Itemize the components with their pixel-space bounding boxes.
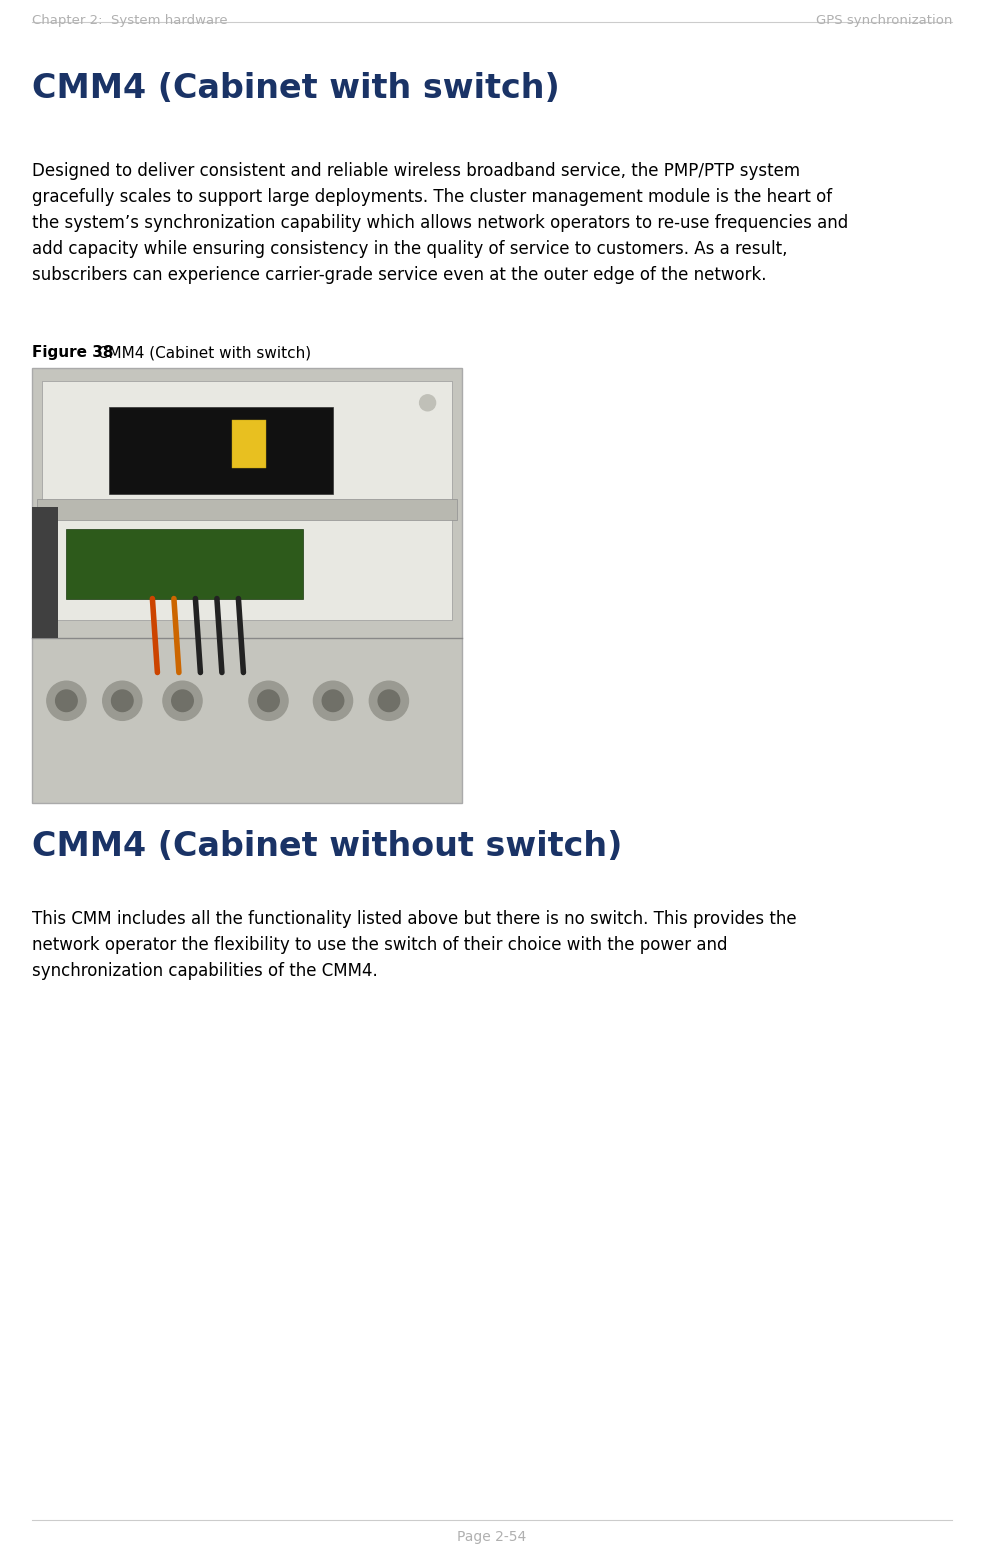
Text: gracefully scales to support large deployments. The cluster management module is: gracefully scales to support large deplo… <box>32 188 832 205</box>
Text: Figure 38: Figure 38 <box>32 345 113 361</box>
Circle shape <box>369 681 408 720</box>
Bar <box>66 529 303 599</box>
Text: subscribers can experience carrier-grade service even at the outer edge of the n: subscribers can experience carrier-grade… <box>32 266 767 285</box>
Bar <box>109 407 333 494</box>
Text: synchronization capabilities of the CMM4.: synchronization capabilities of the CMM4… <box>32 963 378 980</box>
Circle shape <box>322 690 343 712</box>
Text: CMM4 (Cabinet with switch): CMM4 (Cabinet with switch) <box>32 72 560 106</box>
Bar <box>32 507 58 638</box>
Bar <box>42 381 452 620</box>
Circle shape <box>172 690 193 712</box>
Circle shape <box>314 681 352 720</box>
Circle shape <box>378 690 400 712</box>
Text: This CMM includes all the functionality listed above but there is no switch. Thi: This CMM includes all the functionality … <box>32 910 797 928</box>
Circle shape <box>56 690 77 712</box>
Text: Designed to deliver consistent and reliable wireless broadband service, the PMP/: Designed to deliver consistent and relia… <box>32 162 800 180</box>
Circle shape <box>47 681 86 720</box>
Text: Page 2-54: Page 2-54 <box>458 1530 526 1544</box>
Circle shape <box>419 395 436 411</box>
Circle shape <box>102 681 142 720</box>
Text: the system’s synchronization capability which allows network operators to re-use: the system’s synchronization capability … <box>32 215 848 232</box>
Circle shape <box>258 690 279 712</box>
Text: add capacity while ensuring consistency in the quality of service to customers. : add capacity while ensuring consistency … <box>32 239 787 258</box>
Bar <box>232 420 266 468</box>
Text: network operator the flexibility to use the switch of their choice with the powe: network operator the flexibility to use … <box>32 936 727 955</box>
Bar <box>37 499 457 521</box>
Text: Chapter 2:  System hardware: Chapter 2: System hardware <box>32 14 227 26</box>
Text: GPS synchronization: GPS synchronization <box>816 14 952 26</box>
Bar <box>32 369 462 802</box>
Text: CMM4 (Cabinet with switch): CMM4 (Cabinet with switch) <box>93 345 312 361</box>
Circle shape <box>249 681 288 720</box>
Text: CMM4 (Cabinet without switch): CMM4 (Cabinet without switch) <box>32 830 622 863</box>
Circle shape <box>163 681 202 720</box>
Circle shape <box>111 690 133 712</box>
